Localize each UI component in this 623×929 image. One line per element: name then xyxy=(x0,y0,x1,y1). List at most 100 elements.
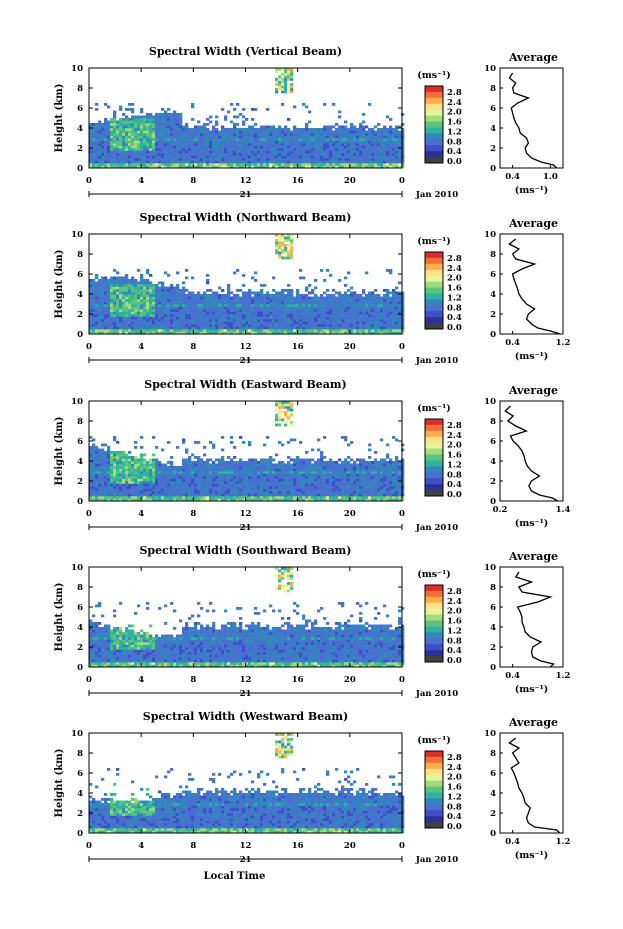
heatmap-cell xyxy=(104,120,108,124)
heatmap-cell xyxy=(176,296,180,300)
heatmap-cell xyxy=(356,158,360,161)
heatmap-cell xyxy=(248,163,252,166)
heatmap-cell xyxy=(365,316,369,320)
heatmap-cell xyxy=(128,128,132,131)
heatmap-cell xyxy=(287,316,291,320)
heatmap-cell xyxy=(374,133,378,136)
heatmap-cell xyxy=(89,483,93,487)
heatmap-cell xyxy=(221,321,225,325)
heatmap-cell xyxy=(89,466,93,469)
heatmap-cell xyxy=(290,319,294,322)
heatmap-cell xyxy=(206,289,210,292)
heatmap-cell xyxy=(245,294,249,297)
heatmap-cell xyxy=(296,145,300,149)
heatmap-cell xyxy=(176,291,180,295)
heatmap-cell xyxy=(113,331,117,335)
heatmap-cell xyxy=(302,165,306,169)
heatmap-cell xyxy=(302,306,306,310)
heatmap-cell xyxy=(329,321,333,325)
heatmap-cell xyxy=(392,291,396,295)
heatmap-cell xyxy=(308,324,312,327)
heatmap-cell xyxy=(320,306,324,310)
heatmap-cell xyxy=(287,160,291,164)
heatmap-cell xyxy=(167,120,171,124)
heatmap-cell xyxy=(290,296,294,300)
heatmap-cell xyxy=(344,291,348,295)
heatmap-cell xyxy=(368,324,372,327)
heatmap-cell xyxy=(89,314,93,317)
heatmap-cell xyxy=(266,331,270,335)
heatmap-cell xyxy=(158,301,162,305)
heatmap-cell xyxy=(209,498,213,502)
heatmap-cell xyxy=(233,130,237,134)
heatmap-cell xyxy=(362,148,366,151)
heatmap-cell xyxy=(161,476,165,479)
heatmap-cell xyxy=(164,165,168,169)
heatmap-cell xyxy=(365,163,369,166)
heatmap-cell xyxy=(203,143,207,146)
heatmap-cell xyxy=(323,133,327,136)
heatmap-cell xyxy=(188,486,192,489)
heatmap-cell xyxy=(263,301,267,305)
colorbar-tick-label: 1.6 xyxy=(447,284,462,294)
heatmap-cell xyxy=(377,143,381,146)
heatmap-cell xyxy=(95,163,99,166)
heatmap-cell xyxy=(368,314,372,317)
heatmap-cell xyxy=(92,478,96,482)
heatmap-cell xyxy=(173,128,177,131)
heatmap-cell xyxy=(173,493,177,497)
heatmap-cell xyxy=(299,329,303,332)
heatmap-cell xyxy=(227,301,231,305)
heatmap-cell xyxy=(347,130,351,134)
heatmap-cell xyxy=(251,301,255,305)
heatmap-cell xyxy=(281,291,285,295)
heatmap-cell xyxy=(401,140,405,144)
heatmap-cell xyxy=(203,321,207,325)
heatmap-cell xyxy=(140,148,144,151)
heatmap-cell xyxy=(278,153,282,156)
heatmap-cell xyxy=(281,331,285,335)
heatmap-cell xyxy=(209,304,213,307)
heatmap-cell xyxy=(158,299,162,302)
heatmap-cell xyxy=(329,316,333,320)
heatmap-cell xyxy=(152,286,156,290)
heatmap-cell xyxy=(149,140,153,144)
heatmap-cell xyxy=(290,158,294,161)
heatmap-cell xyxy=(143,145,147,149)
heatmap-cell xyxy=(317,150,321,154)
heatmap-cell xyxy=(365,150,369,154)
heatmap-cell xyxy=(146,478,150,482)
heatmap-cell xyxy=(119,473,123,477)
heatmap-cell xyxy=(134,145,138,149)
heatmap-cell xyxy=(212,301,216,305)
heatmap-cell xyxy=(167,304,171,307)
heatmap-cell xyxy=(134,125,138,129)
heatmap-cell xyxy=(92,483,96,487)
heatmap-cell xyxy=(209,153,213,156)
heatmap-cell xyxy=(164,324,168,327)
heatmap-cell xyxy=(377,160,381,164)
heatmap-cell xyxy=(161,163,165,166)
heatmap-cell xyxy=(356,314,360,317)
heatmap-cell xyxy=(317,321,321,325)
heatmap-cell xyxy=(398,163,402,166)
heatmap-cell xyxy=(134,488,138,492)
heatmap-cell xyxy=(179,319,183,322)
heatmap-cell xyxy=(170,145,174,149)
heatmap-cell xyxy=(365,299,369,302)
heatmap-cell xyxy=(386,294,390,297)
heatmap-cell xyxy=(137,309,141,312)
heatmap-cell xyxy=(125,483,129,487)
heatmap-cell xyxy=(308,128,312,131)
heatmap-cell xyxy=(125,115,129,119)
heatmap-cell xyxy=(191,488,195,492)
heatmap-cell xyxy=(188,488,192,492)
heatmap-cell xyxy=(254,271,258,275)
heatmap-cell xyxy=(227,289,231,292)
heatmap-cell xyxy=(242,108,246,111)
heatmap-cell xyxy=(197,296,201,300)
heatmap-cell xyxy=(368,331,372,335)
heatmap-cell xyxy=(257,160,261,164)
heatmap-cell xyxy=(251,163,255,166)
heatmap-cell xyxy=(164,120,168,124)
